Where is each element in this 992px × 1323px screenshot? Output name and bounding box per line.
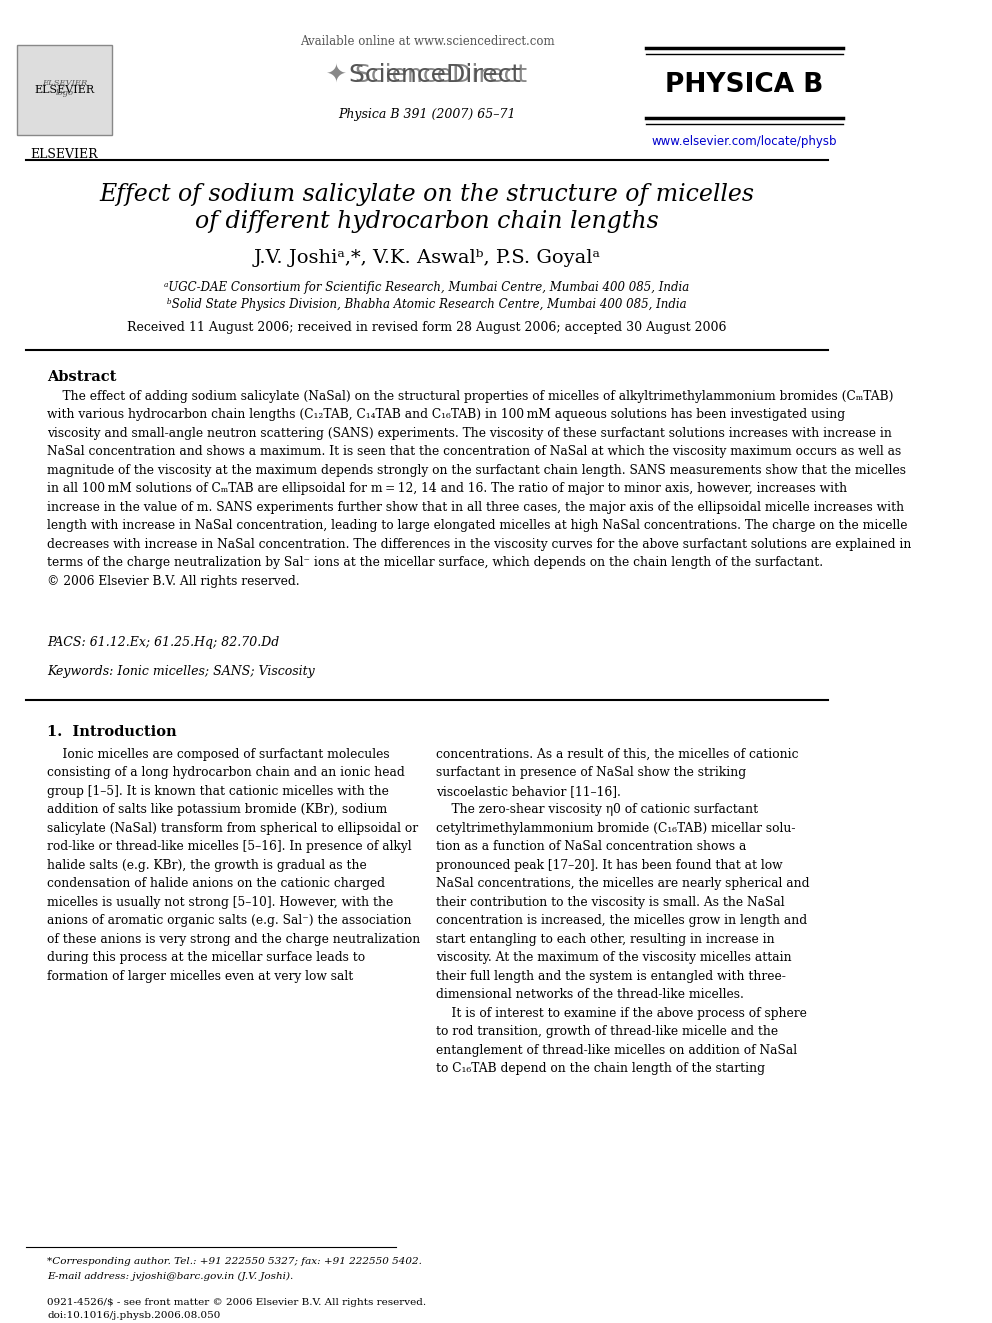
Bar — [17, 45, 112, 135]
Text: Received 11 August 2006; received in revised form 28 August 2006; accepted 30 Au: Received 11 August 2006; received in rev… — [127, 321, 727, 335]
Text: ELSEVIER: ELSEVIER — [35, 85, 94, 95]
Text: Ionic micelles are composed of surfactant molecules
consisting of a long hydroca: Ionic micelles are composed of surfactan… — [48, 747, 421, 983]
Text: PACS: 61.12.Ex; 61.25.Hq; 82.70.Dd: PACS: 61.12.Ex; 61.25.Hq; 82.70.Dd — [48, 636, 280, 648]
Text: Effect of sodium salicylate on the structure of micelles: Effect of sodium salicylate on the struc… — [99, 184, 754, 206]
Text: Physica B 391 (2007) 65–71: Physica B 391 (2007) 65–71 — [338, 108, 516, 122]
Text: ᵇSolid State Physics Division, Bhabha Atomic Research Centre, Mumbai 400 085, In: ᵇSolid State Physics Division, Bhabha At… — [167, 299, 686, 311]
Text: ScienceDirect: ScienceDirect — [333, 64, 521, 87]
Text: ✦ ScienceDirect: ✦ ScienceDirect — [326, 64, 528, 87]
Text: Abstract: Abstract — [48, 370, 117, 384]
Text: The effect of adding sodium salicylate (NaSal) on the structural properties of m: The effect of adding sodium salicylate (… — [48, 390, 912, 587]
Text: concentrations. As a result of this, the micelles of cationic
surfactant in pres: concentrations. As a result of this, the… — [436, 747, 809, 1076]
Text: J.V. Joshiᵃ,*, V.K. Aswalᵇ, P.S. Goyalᵃ: J.V. Joshiᵃ,*, V.K. Aswalᵇ, P.S. Goyalᵃ — [253, 249, 600, 267]
Text: doi:10.1016/j.physb.2006.08.050: doi:10.1016/j.physb.2006.08.050 — [48, 1311, 220, 1320]
Text: www.elsevier.com/locate/physb: www.elsevier.com/locate/physb — [652, 135, 837, 148]
Text: *Corresponding author. Tel.: +91 222550 5327; fax: +91 222550 5402.: *Corresponding author. Tel.: +91 222550 … — [48, 1257, 423, 1266]
Text: ELSEVIER: ELSEVIER — [31, 148, 98, 161]
Text: PHYSICA B: PHYSICA B — [666, 71, 823, 98]
Text: ELSEVIER
logo: ELSEVIER logo — [42, 79, 87, 97]
Text: 0921-4526/$ - see front matter © 2006 Elsevier B.V. All rights reserved.: 0921-4526/$ - see front matter © 2006 El… — [48, 1298, 427, 1307]
Text: Available online at www.sciencedirect.com: Available online at www.sciencedirect.co… — [300, 36, 555, 49]
Text: Keywords: Ionic micelles; SANS; Viscosity: Keywords: Ionic micelles; SANS; Viscosit… — [48, 664, 315, 677]
Text: 1.  Introduction: 1. Introduction — [48, 725, 177, 738]
Text: of different hydrocarbon chain lengths: of different hydrocarbon chain lengths — [195, 210, 659, 233]
Text: ᵃUGC-DAE Consortium for Scientific Research, Mumbai Centre, Mumbai 400 085, Indi: ᵃUGC-DAE Consortium for Scientific Resea… — [165, 282, 689, 295]
Text: E-mail address: jvjoshi@barc.gov.in (J.V. Joshi).: E-mail address: jvjoshi@barc.gov.in (J.V… — [48, 1271, 294, 1281]
